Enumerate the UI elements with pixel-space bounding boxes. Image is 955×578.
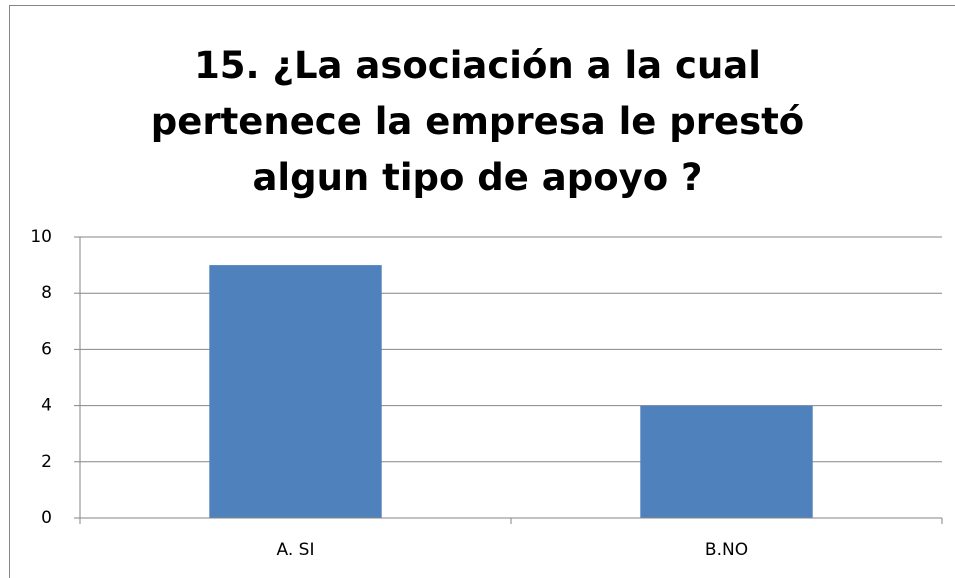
bar <box>640 405 813 518</box>
bar <box>209 265 382 518</box>
y-tick-label: 2 <box>41 452 52 472</box>
y-tick-label: 6 <box>41 339 52 359</box>
y-tick-label: 8 <box>41 283 52 303</box>
y-tick-label: 10 <box>30 227 52 247</box>
y-tick-label: 0 <box>41 508 52 528</box>
chart-border <box>9 5 955 578</box>
chart-title: 15. ¿La asociación a la cual pertenece l… <box>150 44 805 199</box>
x-tick-label: A. SI <box>277 540 315 560</box>
x-tick-label: B.NO <box>705 540 748 560</box>
y-tick-label: 4 <box>41 396 52 416</box>
